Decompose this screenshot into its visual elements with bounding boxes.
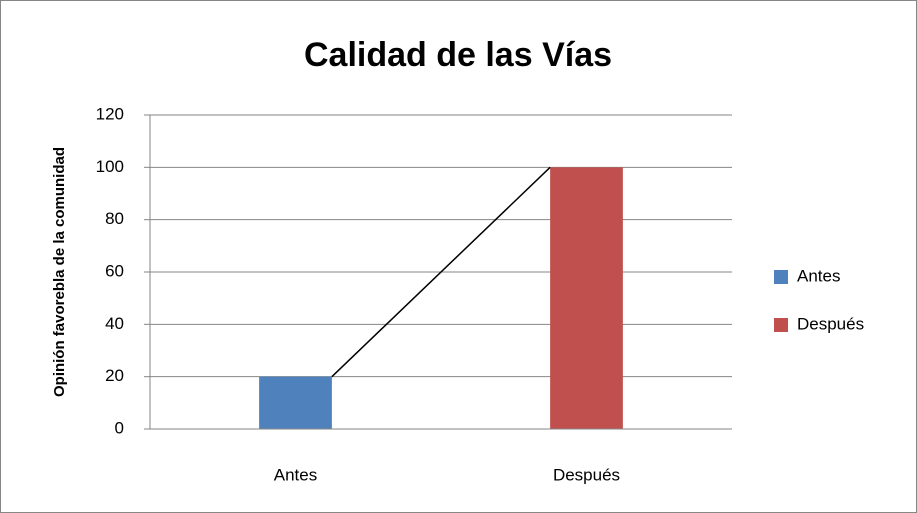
x-tick-label: Después — [553, 465, 620, 484]
legend-label: Después — [797, 314, 864, 333]
connector-line — [331, 166, 551, 378]
bar — [550, 167, 623, 430]
legend-swatch — [774, 270, 788, 284]
y-tick-label: 80 — [105, 209, 124, 228]
legend-swatch — [774, 318, 788, 332]
chart-title: Calidad de las Vías — [304, 36, 612, 74]
y-tick-label: 60 — [105, 261, 124, 280]
y-tick-label: 0 — [115, 418, 124, 437]
y-tick-label: 100 — [96, 157, 124, 176]
y-tick-label: 120 — [96, 104, 124, 123]
bar — [259, 376, 332, 429]
y-axis-label: Opinión favorebla de la comunidad — [51, 147, 68, 397]
y-tick-label: 20 — [105, 366, 124, 385]
y-tick-label: 40 — [105, 314, 124, 333]
legend-label: Antes — [797, 266, 840, 285]
x-tick-label: Antes — [274, 465, 317, 484]
